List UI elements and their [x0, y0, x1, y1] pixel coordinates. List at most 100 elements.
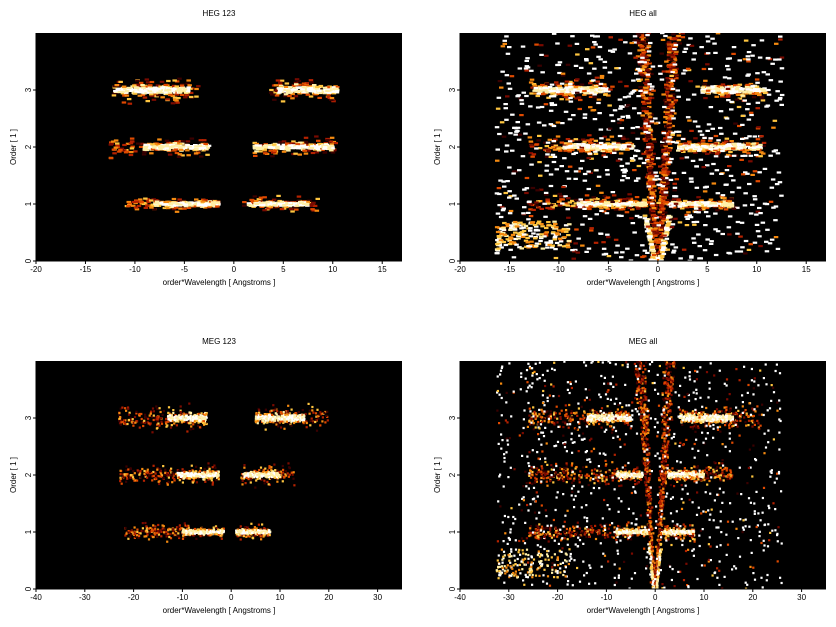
heatmap-cell: [560, 72, 566, 75]
heatmap-cell: [272, 202, 277, 205]
heatmap-cell: [559, 147, 565, 150]
heatmap-cell: [547, 138, 553, 141]
heatmap-cell: [552, 194, 558, 197]
heatmap-cell: [660, 250, 665, 253]
heatmap-cell: [649, 88, 654, 91]
heatmap-cell: [286, 89, 291, 92]
heatmap-cell: [148, 88, 153, 91]
heatmap-cell: [306, 87, 312, 90]
heatmap-cell: [777, 181, 783, 184]
heatmap-cell: [715, 192, 721, 195]
heatmap-cell: [586, 156, 591, 160]
heatmap-cell: [703, 211, 709, 214]
heatmap-cell: [573, 64, 579, 67]
heatmap-cell: [726, 99, 731, 102]
heatmap-cell: [254, 144, 260, 147]
heatmap-cell: [688, 80, 693, 83]
heatmap-cell: [660, 176, 666, 179]
heatmap-cell: [646, 136, 651, 139]
heatmap-cell: [589, 147, 594, 150]
heatmap-cell: [535, 94, 540, 98]
heatmap-cell: [726, 68, 731, 71]
heatmap-cell: [647, 239, 653, 242]
heatmap-cell: [310, 208, 315, 211]
heatmap-cell: [667, 142, 673, 145]
heatmap-cell: [739, 158, 744, 161]
heatmap-cell: [728, 150, 733, 154]
heatmap-cell: [612, 48, 617, 51]
heatmap-cell: [183, 203, 188, 206]
heatmap-cell: [735, 148, 741, 151]
heatmap-cell: [659, 217, 665, 220]
heatmap-cell: [563, 90, 569, 93]
heatmap-cell: [549, 102, 554, 105]
heatmap-cell: [166, 205, 171, 208]
heatmap-cell: [661, 246, 666, 249]
heatmap-cell: [618, 146, 624, 149]
heatmap-cell: [317, 91, 322, 94]
heatmap-cell: [567, 201, 573, 204]
heatmap-cell: [278, 88, 283, 91]
heatmap-cell: [114, 84, 119, 87]
heatmap-cell: [553, 138, 558, 141]
heatmap-cell: [203, 199, 208, 202]
heatmap-cell: [674, 141, 679, 144]
heatmap-cell: [129, 140, 135, 143]
heatmap-cell: [544, 193, 549, 196]
heatmap-cell: [655, 256, 661, 259]
heatmap-cell: [632, 41, 637, 44]
heatmap-cell: [699, 199, 704, 202]
heatmap-cell: [743, 171, 748, 174]
heatmap-cell: [568, 82, 573, 85]
heatmap-cell: [194, 147, 199, 151]
heatmap-cell: [549, 246, 555, 249]
heatmap-cell: [519, 102, 525, 105]
heatmap-cell: [167, 200, 172, 203]
heatmap-cell: [499, 205, 505, 209]
heatmap-cell: [651, 163, 656, 166]
heatmap-cell: [625, 247, 630, 250]
heatmap-cell: [136, 204, 142, 208]
heatmap-cell: [618, 144, 624, 147]
heatmap-cell: [758, 245, 763, 248]
heatmap-cell: [665, 182, 670, 185]
heatmap-cell: [186, 86, 191, 89]
heatmap-cell: [570, 86, 576, 89]
heatmap-cell: [124, 150, 130, 153]
y-axis-label: Order [ 1 ]: [9, 129, 18, 165]
heatmap-cell: [596, 55, 601, 58]
heatmap-cell: [645, 225, 651, 228]
heatmap-cell: [773, 205, 779, 208]
heatmap-cell: [299, 201, 304, 205]
heatmap-cell: [774, 99, 779, 102]
heatmap-cell: [528, 203, 534, 206]
heatmap-cell: [649, 243, 654, 246]
heatmap-cell: [729, 108, 734, 111]
heatmap-cell: [163, 201, 168, 204]
heatmap-cell: [143, 89, 148, 92]
heatmap-cell: [676, 42, 682, 45]
heatmap-cell: [727, 200, 733, 203]
heatmap-cell: [135, 200, 140, 203]
heatmap-cell: [149, 206, 154, 209]
heatmap-cell: [627, 206, 632, 210]
heatmap-cell: [503, 191, 508, 195]
heatmap-cell: [778, 38, 783, 41]
heatmap-cell: [686, 211, 691, 214]
heatmap-cell: [607, 201, 612, 204]
heatmap-cell: [717, 146, 722, 149]
heatmap-cell: [659, 222, 664, 225]
heatmap-cell: [663, 232, 669, 235]
heatmap-cell: [539, 207, 544, 210]
heatmap-cell: [498, 179, 503, 182]
heatmap-cell: [315, 147, 321, 150]
heatmap-cell: [577, 202, 582, 205]
heatmap-cell: [500, 45, 506, 48]
heatmap-cell: [174, 210, 180, 213]
heatmap-cells: [494, 33, 785, 261]
heatmap-cell: [544, 169, 549, 172]
heatmap-cell: [131, 200, 136, 204]
heatmap-cell: [697, 245, 702, 248]
heatmap-cell: [729, 100, 734, 103]
